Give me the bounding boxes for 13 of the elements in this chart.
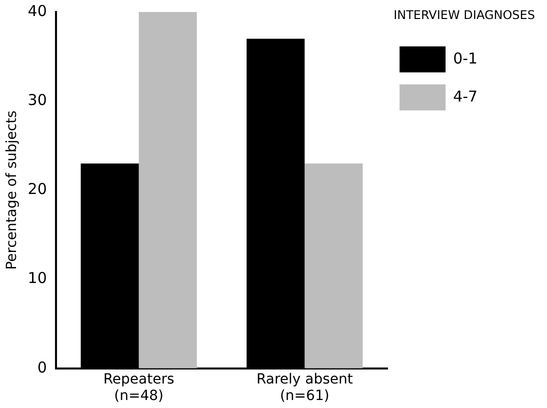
y-axis-title: Percentage of subjects	[4, 110, 20, 270]
y-tick-label: 30	[28, 90, 47, 109]
y-tick-label: 20	[28, 180, 47, 198]
x-tick-label: Rarely absent (n=61)	[256, 371, 354, 404]
legend-title: INTERVIEW DIAGNOSES	[394, 8, 535, 22]
y-tick-label: 10	[28, 269, 47, 288]
bar	[304, 163, 363, 368]
y-tick-label: 40	[28, 2, 47, 20]
legend-label: 0-1	[453, 49, 478, 68]
bar	[138, 12, 197, 368]
legend-label: 4-7	[453, 87, 478, 106]
y-tick-label: 0	[37, 358, 47, 376]
x-tick-label: Repeaters (n=48)	[103, 371, 174, 404]
